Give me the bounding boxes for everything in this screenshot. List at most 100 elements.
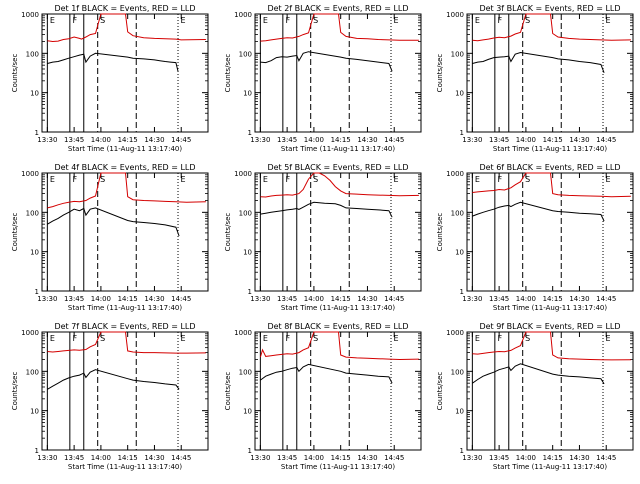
y-tick-label: 1 <box>460 129 464 137</box>
x-tick-label: 13:45 <box>489 295 509 303</box>
series-lld <box>47 13 206 43</box>
series-events <box>260 51 393 72</box>
y-axis-label: Counts/sec <box>224 372 232 411</box>
x-axis-label: Start Time (11-Aug-11 13:17:40) <box>68 463 182 471</box>
x-axis-label: Start Time (11-Aug-11 13:17:40) <box>68 145 182 153</box>
x-tick-label: 13:30 <box>37 295 57 303</box>
y-tick-label: 1 <box>460 288 464 296</box>
x-tick-label: 14:30 <box>144 454 164 462</box>
y-tick-label: 100 <box>239 209 252 217</box>
x-axis-label: Start Time (11-Aug-11 13:17:40) <box>493 145 607 153</box>
marker-letter: F <box>286 175 291 184</box>
x-tick-label: 13:45 <box>64 295 84 303</box>
marker-letter: F <box>498 334 503 343</box>
x-tick-label: 14:30 <box>357 136 377 144</box>
marker-letter: F <box>73 175 78 184</box>
series-events <box>47 207 180 237</box>
marker-letter: E <box>393 16 398 25</box>
series-lld <box>472 331 631 361</box>
y-tick-label: 100 <box>451 50 464 58</box>
x-tick-label: 14:30 <box>144 295 164 303</box>
x-tick-label: 13:45 <box>64 454 84 462</box>
y-tick-label: 1000 <box>446 170 464 178</box>
x-tick-label: 14:15 <box>543 136 563 144</box>
panel-9: Det 9f BLACK = Events, RED = LLD 1 10 100 10… <box>436 322 634 471</box>
marker-letter: E <box>605 175 610 184</box>
x-tick-label: 14:30 <box>144 136 164 144</box>
x-tick-label: 14:00 <box>91 454 111 462</box>
x-axis-label: Start Time (11-Aug-11 13:17:40) <box>281 304 395 312</box>
y-tick-label: 100 <box>239 50 252 58</box>
series-lld <box>260 172 419 198</box>
series-lld <box>47 172 206 209</box>
y-tick-label: 100 <box>26 368 39 376</box>
x-tick-label: 13:45 <box>277 454 297 462</box>
x-tick-label: 13:45 <box>489 136 509 144</box>
y-tick-label: 10 <box>30 90 39 98</box>
marker-letter: E <box>50 16 55 25</box>
y-tick-label: 10 <box>455 249 464 257</box>
panel-4: Det 4f BLACK = Events, RED = LLD 1 10 100 10… <box>11 163 209 312</box>
y-tick-label: 1 <box>35 129 39 137</box>
y-tick-label: 10 <box>30 408 39 416</box>
marker-letter: E <box>475 175 480 184</box>
marker-letter: F <box>73 334 78 343</box>
x-tick-label: 14:00 <box>304 295 324 303</box>
y-tick-label: 1 <box>248 288 252 296</box>
marker-letter: E <box>263 334 268 343</box>
marker-letter: E <box>475 16 480 25</box>
x-axis-label: Start Time (11-Aug-11 13:17:40) <box>281 463 395 471</box>
marker-letter: E <box>50 334 55 343</box>
y-tick-label: 1000 <box>21 170 39 178</box>
panel-1: Det 1f BLACK = Events, RED = LLD 1 10 100 10… <box>11 4 209 153</box>
x-axis-label: Start Time (11-Aug-11 13:17:40) <box>493 463 607 471</box>
x-tick-label: 13:30 <box>250 136 270 144</box>
x-tick-label: 14:45 <box>596 295 616 303</box>
plot-frame <box>41 172 209 292</box>
marker-letter: E <box>475 334 480 343</box>
panel-2: Det 2f BLACK = Events, RED = LLD 1 10 100 10… <box>224 4 422 153</box>
x-tick-label: 14:45 <box>596 136 616 144</box>
x-tick-label: 14:15 <box>543 295 563 303</box>
y-tick-label: 10 <box>455 408 464 416</box>
y-axis-label: Counts/sec <box>436 372 444 411</box>
x-tick-label: 14:45 <box>171 454 191 462</box>
y-tick-label: 100 <box>26 209 39 217</box>
y-tick-label: 1 <box>248 129 252 137</box>
plot-frame <box>254 13 422 133</box>
y-axis-label: Counts/sec <box>224 213 232 252</box>
series-lld <box>472 172 631 198</box>
y-axis-label: Counts/sec <box>436 54 444 93</box>
x-axis-label: Start Time (11-Aug-11 13:17:40) <box>493 304 607 312</box>
y-tick-label: 100 <box>26 50 39 58</box>
x-tick-label: 13:30 <box>37 136 57 144</box>
x-tick-label: 14:45 <box>384 295 404 303</box>
marker-letter: F <box>498 175 503 184</box>
series-events <box>260 363 393 384</box>
x-tick-label: 13:30 <box>250 295 270 303</box>
x-tick-label: 13:45 <box>489 454 509 462</box>
series-events <box>472 363 605 385</box>
panel-title: Det 6f BLACK = Events, RED = LLD <box>479 163 620 172</box>
marker-letter: E <box>605 16 610 25</box>
marker-letter: S <box>525 16 530 25</box>
marker-letter: S <box>100 175 105 184</box>
panel-title: Det 8f BLACK = Events, RED = LLD <box>267 322 408 331</box>
marker-letter: S <box>100 334 105 343</box>
marker-letter: S <box>313 16 318 25</box>
panel-title: Det 1f BLACK = Events, RED = LLD <box>54 4 195 13</box>
marker-letter: S <box>313 334 318 343</box>
x-tick-label: 14:00 <box>91 295 111 303</box>
x-tick-label: 13:30 <box>37 454 57 462</box>
marker-letter: E <box>393 334 398 343</box>
x-tick-label: 13:30 <box>462 454 482 462</box>
y-tick-label: 1000 <box>234 170 252 178</box>
marker-letter: E <box>180 16 185 25</box>
plot-frame <box>466 13 634 133</box>
y-tick-label: 10 <box>455 90 464 98</box>
x-tick-label: 14:45 <box>171 295 191 303</box>
y-tick-label: 1000 <box>446 11 464 19</box>
marker-letter: E <box>180 175 185 184</box>
y-tick-label: 1000 <box>446 329 464 337</box>
